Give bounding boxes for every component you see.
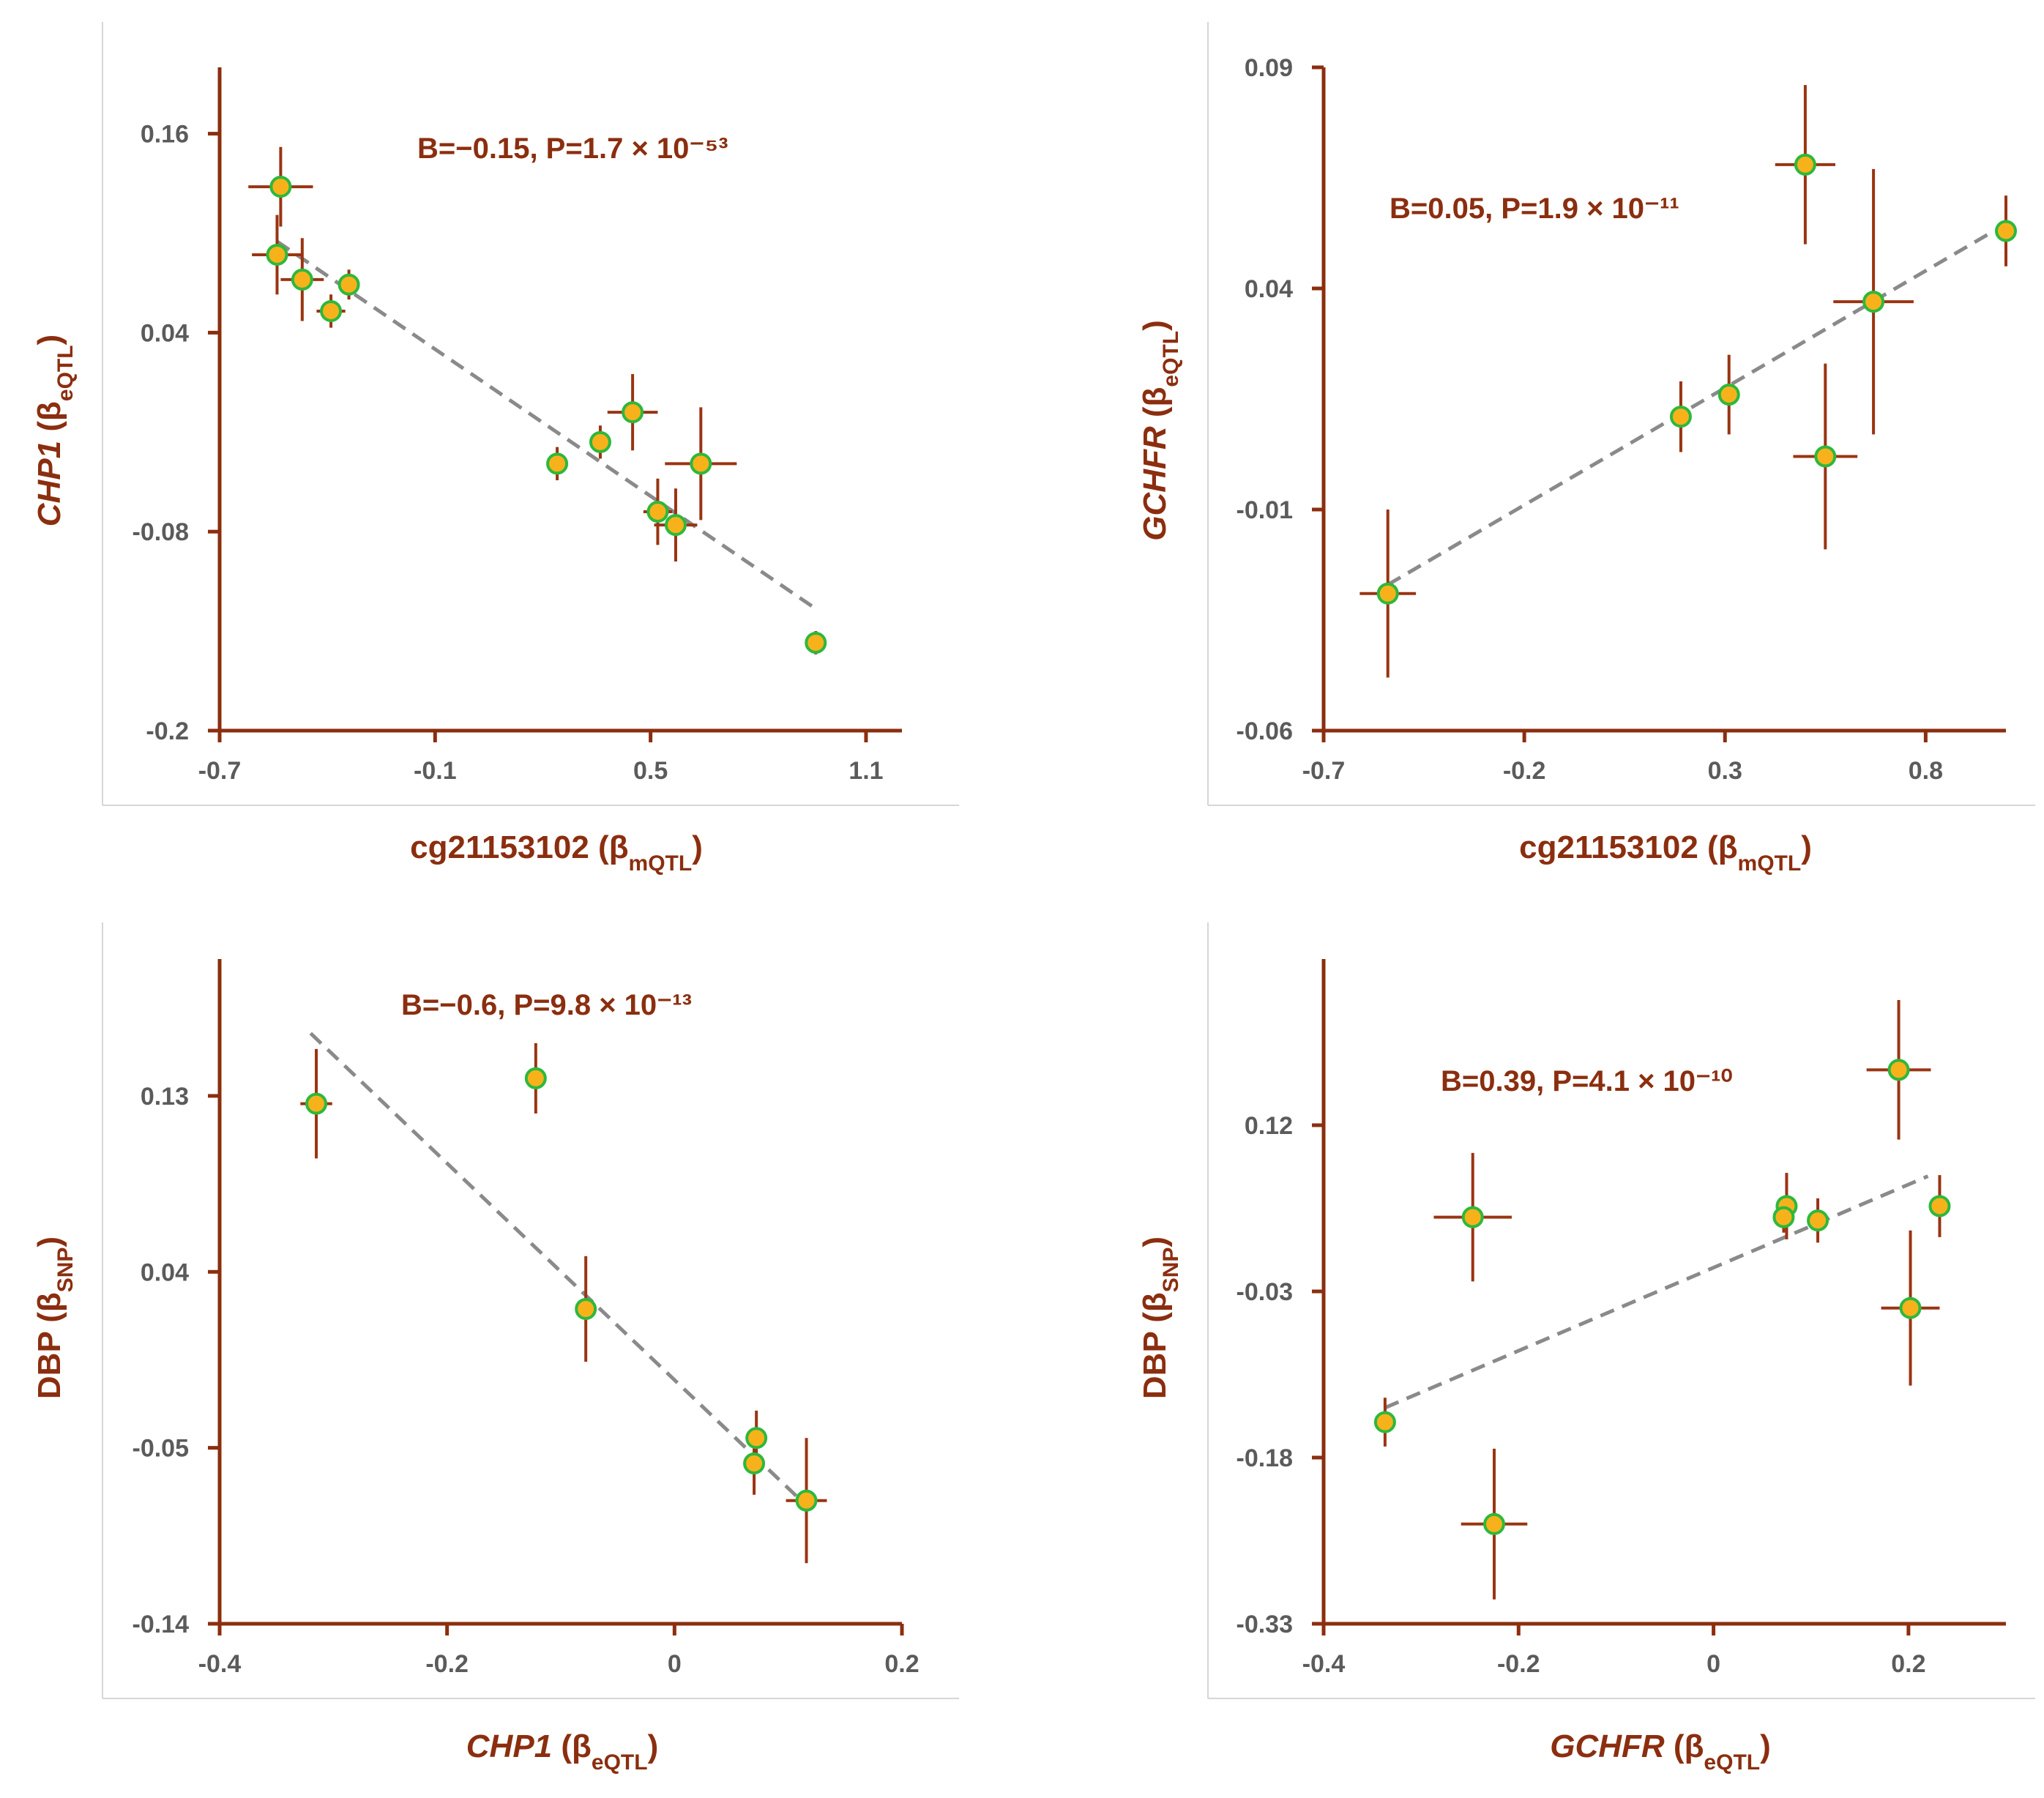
data-point bbox=[690, 452, 712, 475]
regression-line bbox=[1384, 1174, 1929, 1410]
chart-panel-bottom-left: 0.13 0.04 -0.05 -0.14 -0.4 -0.2 0 0.2 B=−0.6, P… bbox=[31, 959, 920, 1775]
x-tick-label: -0.2 bbox=[1497, 1650, 1540, 1678]
data-marks bbox=[300, 1032, 827, 1564]
data-point bbox=[266, 243, 288, 266]
data-point bbox=[1862, 291, 1885, 313]
data-point bbox=[622, 401, 644, 424]
axis-lines bbox=[1312, 959, 2006, 1635]
data-point bbox=[1483, 1512, 1505, 1535]
y-axis-title: CHP1 (βeQTL) bbox=[31, 335, 78, 526]
chart-panel-bottom-right: 0.12 -0.03 -0.18 -0.33 -0.4 -0.2 0 0.2 B=0.39, … bbox=[1137, 959, 2006, 1775]
y-tick-label: -0.06 bbox=[1237, 717, 1294, 745]
y-tick-label: -0.03 bbox=[1237, 1278, 1294, 1306]
y-tick-label: 0.12 bbox=[1245, 1112, 1293, 1140]
x-tick-label: 1.1 bbox=[848, 757, 883, 785]
data-point bbox=[1373, 1411, 1396, 1433]
y-tick-label: 0.16 bbox=[141, 121, 189, 149]
data-point bbox=[795, 1489, 818, 1512]
axis-lines bbox=[208, 67, 902, 742]
x-tick-label: 0.5 bbox=[633, 757, 668, 785]
y-tick-label: 0.04 bbox=[141, 1258, 189, 1286]
data-point bbox=[291, 268, 313, 291]
axis-lines bbox=[1312, 65, 2006, 742]
data-point bbox=[1376, 582, 1399, 605]
x-tick-label: -0.4 bbox=[198, 1650, 242, 1678]
x-tick-label: -0.7 bbox=[1302, 757, 1346, 785]
data-point bbox=[1669, 406, 1692, 428]
tick-labels: 0.09 0.04 -0.01 -0.06 -0.7 -0.2 0.3 0.8 bbox=[1237, 54, 1943, 785]
y-tick-label: -0.2 bbox=[146, 717, 189, 745]
data-marks bbox=[1359, 85, 2017, 678]
y-tick-label: -0.33 bbox=[1237, 1611, 1294, 1638]
data-point bbox=[524, 1067, 547, 1089]
stat-annotation: B=−0.6, P=9.8 × 10⁻¹³ bbox=[401, 989, 692, 1021]
data-point bbox=[1887, 1059, 1910, 1081]
data-point bbox=[745, 1427, 768, 1450]
data-point bbox=[743, 1452, 766, 1475]
x-tick-label: 0.8 bbox=[1909, 757, 1943, 785]
tick-labels: 0.16 0.04 -0.08 -0.2 -0.7 -0.1 0.5 1.1 bbox=[133, 121, 884, 785]
x-tick-label: 0 bbox=[1707, 1650, 1720, 1678]
regression-line bbox=[276, 239, 813, 608]
chart-panel-top-right: 0.09 0.04 -0.01 -0.06 -0.7 -0.2 0.3 0.8 B=0.05,… bbox=[1137, 54, 2017, 876]
x-axis-title: CHP1 (βeQTL) bbox=[466, 1728, 658, 1775]
data-point bbox=[1928, 1195, 1951, 1217]
y-tick-label: 0.13 bbox=[141, 1083, 189, 1111]
data-point bbox=[337, 273, 360, 296]
tick-labels: 0.12 -0.03 -0.18 -0.33 -0.4 -0.2 0 0.2 bbox=[1237, 1112, 1926, 1678]
data-point bbox=[320, 299, 343, 322]
axis-lines bbox=[208, 959, 904, 1635]
y-tick-label: -0.14 bbox=[133, 1611, 190, 1638]
stat-annotation: B=0.39, P=4.1 × 10⁻¹⁰ bbox=[1441, 1065, 1733, 1097]
data-point bbox=[1717, 383, 1740, 406]
chart-panel-top-left: 0.16 0.04 -0.08 -0.2 -0.7 -0.1 0.5 1.1 B=−0.15,… bbox=[31, 67, 902, 876]
y-tick-label: -0.05 bbox=[133, 1435, 190, 1463]
data-marks bbox=[248, 146, 827, 654]
x-axis-title: cg21153102 (βmQTL) bbox=[410, 829, 703, 876]
y-axis-title: GCHFR (βeQTL) bbox=[1137, 320, 1183, 541]
data-point bbox=[1772, 1206, 1795, 1228]
y-tick-label: -0.08 bbox=[133, 518, 190, 546]
data-point bbox=[269, 176, 292, 198]
x-tick-label: 0.2 bbox=[884, 1650, 919, 1678]
y-tick-label: 0.09 bbox=[1245, 54, 1293, 82]
data-point bbox=[1995, 220, 2017, 242]
regression-line bbox=[1387, 229, 1995, 586]
x-tick-label: -0.1 bbox=[414, 757, 457, 785]
x-tick-label: -0.2 bbox=[425, 1650, 469, 1678]
x-axis-title: GCHFR (βeQTL) bbox=[1550, 1728, 1771, 1775]
regression-line bbox=[309, 1032, 807, 1506]
x-axis-title: cg21153102 (βmQTL) bbox=[1519, 829, 1812, 876]
x-tick-label: 0 bbox=[668, 1650, 682, 1678]
y-tick-label: -0.18 bbox=[1237, 1444, 1294, 1472]
y-axis-title: DBP (βSNP) bbox=[31, 1236, 78, 1399]
x-tick-label: -0.7 bbox=[198, 757, 242, 785]
stat-annotation: B=−0.15, P=1.7 × 10⁻⁵³ bbox=[417, 133, 728, 165]
data-point bbox=[1461, 1206, 1484, 1228]
x-tick-label: -0.2 bbox=[1503, 757, 1546, 785]
y-tick-label: -0.01 bbox=[1237, 496, 1294, 524]
data-point bbox=[1794, 153, 1816, 176]
y-tick-label: 0.04 bbox=[1245, 275, 1293, 303]
data-point bbox=[646, 501, 669, 523]
data-point bbox=[664, 514, 687, 537]
data-point bbox=[546, 452, 569, 475]
x-tick-label: 0.3 bbox=[1708, 757, 1742, 785]
data-point bbox=[305, 1092, 328, 1115]
x-tick-label: -0.4 bbox=[1302, 1650, 1346, 1678]
y-tick-label: 0.04 bbox=[141, 319, 189, 347]
data-point bbox=[575, 1298, 597, 1321]
panel-frames bbox=[102, 22, 2035, 1699]
data-point bbox=[805, 631, 827, 654]
data-point bbox=[1814, 445, 1837, 468]
x-tick-label: 0.2 bbox=[1891, 1650, 1925, 1678]
stat-annotation: B=0.05, P=1.9 × 10⁻¹¹ bbox=[1390, 193, 1679, 225]
data-point bbox=[589, 430, 611, 453]
data-point bbox=[1807, 1209, 1829, 1232]
y-axis-title: DBP (βSNP) bbox=[1137, 1236, 1183, 1399]
tick-labels: 0.13 0.04 -0.05 -0.14 -0.4 -0.2 0 0.2 bbox=[133, 1083, 920, 1678]
data-point bbox=[1899, 1297, 1922, 1319]
data-marks bbox=[1373, 999, 1951, 1600]
